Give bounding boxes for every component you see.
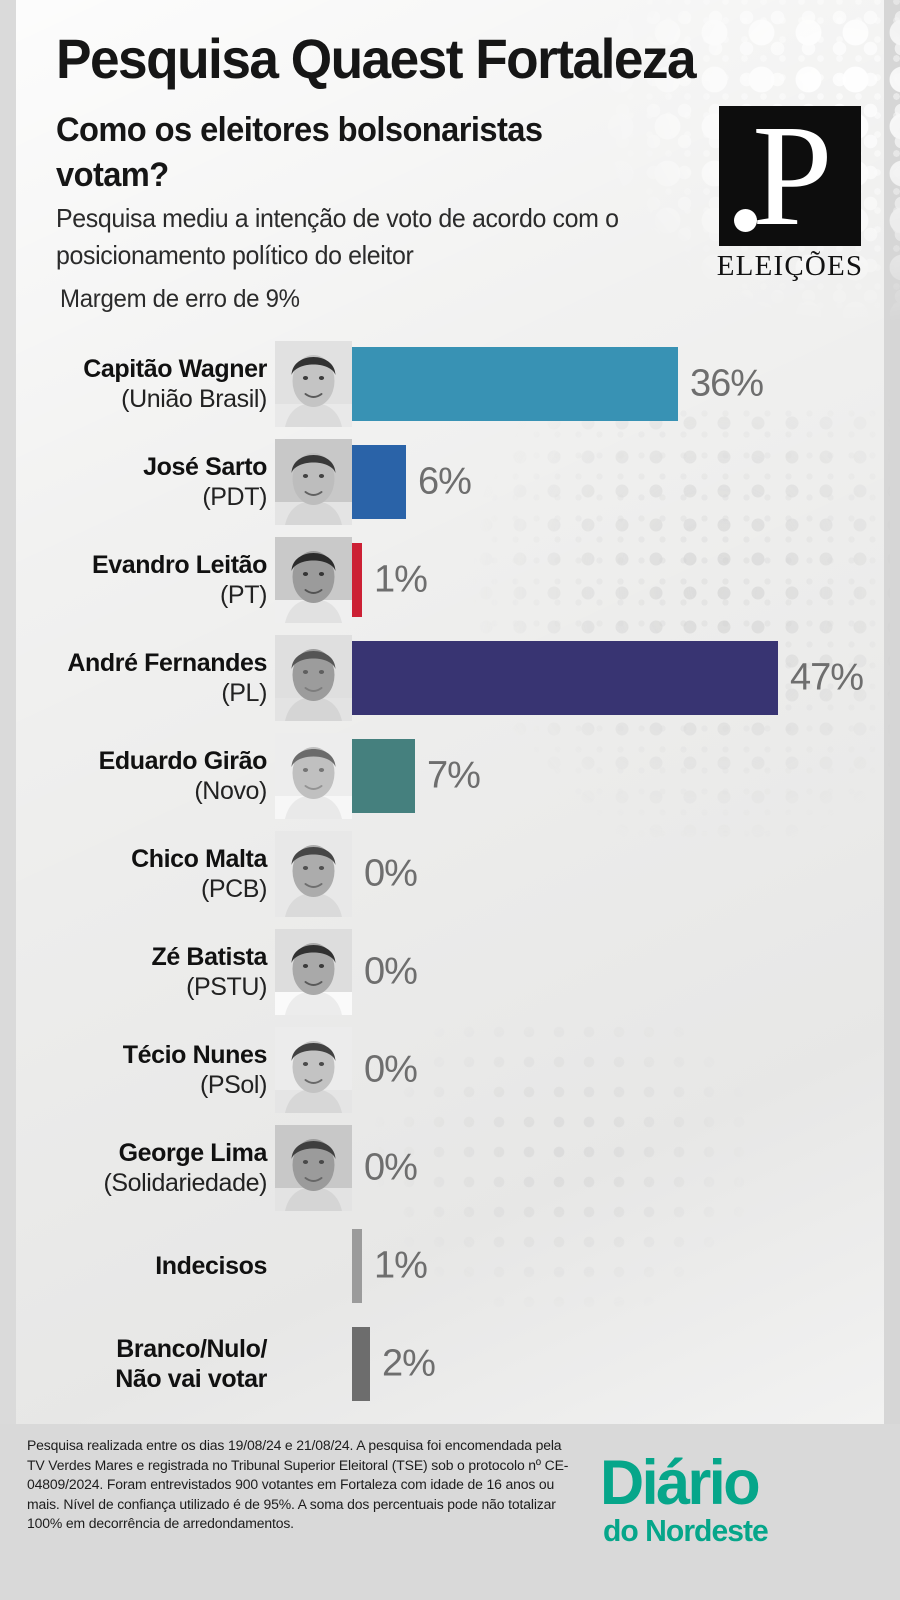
chart-row: José Sarto (PDT) 6% [0,434,900,530]
candidate-party: (PCB) [200,875,267,903]
portrait-capitao-wagner [275,341,352,427]
portrait-tecio-nunes [275,1027,352,1113]
result-bar [352,1229,362,1303]
chart-row-inner: Técio Nunes (PSol) 0% [0,1022,900,1118]
candidate-party: (PL) [221,679,267,707]
result-bar [352,543,362,617]
chart-row-inner: Indecisos 1% [0,1218,900,1314]
chart-row: Zé Batista (PSTU) 0% [0,924,900,1020]
poll-results-chart: Capitão Wagner (União Brasil) 36% José Sart… [0,336,900,1414]
chart-row-inner: José Sarto (PDT) 6% [0,434,900,530]
result-percent: 36% [690,362,764,405]
page-subtitle: Como os eleitores bolsonaristas votam? [56,111,543,194]
candidate-label-block: Eduardo Girão (Novo) [98,746,268,806]
logo-main-word: Diário [600,1448,761,1518]
chart-row: Capitão Wagner (União Brasil) 36% [0,336,900,432]
candidate-name: Evandro Leitão [92,551,267,579]
candidate-label-block: George Lima (Solidariedade) [103,1138,267,1198]
candidate-name: Capitão Wagner [83,355,267,383]
portrait-eduardo-girao [275,733,352,819]
result-percent: 0% [364,1146,418,1189]
chart-row: Eduardo Girão (Novo) 7% [0,728,900,824]
chart-row-inner: Branco/Nulo/Não vai votar 2% [0,1316,900,1412]
result-percent: 47% [790,656,864,699]
logo-sub-word: do Nordeste [603,1513,769,1548]
candidate-name: André Fernandes [67,649,267,677]
result-percent: 2% [382,1342,436,1385]
candidate-label-block: José Sarto (PDT) [143,452,267,512]
candidate-name: George Lima [118,1139,268,1167]
candidate-name: Indecisos [155,1252,267,1280]
chart-row-inner: George Lima (Solidariedade) 0% [0,1120,900,1216]
footer-band [0,1424,900,1600]
page-title: Pesquisa Quaest Fortaleza [56,27,697,90]
chart-row-inner: Chico Malta (PCB) 0% [0,826,900,922]
candidate-party: (PSol) [199,1071,267,1099]
chart-row-inner: Zé Batista (PSTU) 0% [0,924,900,1020]
chart-row: Evandro Leitão (PT) 1% [0,532,900,628]
portrait-jose-sarto [275,439,352,525]
result-bar [352,641,778,715]
brand-p-mark-icon: P [719,96,861,256]
candidate-name: Eduardo Girão [98,747,268,775]
candidate-name: Branco/Nulo/ [116,1335,267,1363]
chart-row: George Lima (Solidariedade) 0% [0,1120,900,1216]
chart-row: André Fernandes (PL) 47% [0,630,900,726]
candidate-party: Não vai votar [115,1365,267,1393]
candidate-label-block: André Fernandes (PL) [67,648,267,708]
methodology-note: Pesquisa realizada entre os dias 19/08/2… [27,1438,569,1532]
portrait-chico-malta [275,831,352,917]
result-percent: 7% [427,754,481,797]
candidate-name: Chico Malta [131,845,267,873]
chart-row-inner: André Fernandes (PL) 47% [0,630,900,726]
candidate-label-block: Chico Malta (PCB) [131,844,267,904]
candidate-name: Zé Batista [151,943,268,971]
margin-of-error-note: Margem de erro de 9% [60,285,300,313]
result-percent: 0% [364,950,418,993]
candidate-party: (União Brasil) [121,385,267,413]
brand-badge-eleicoes: P ELEIÇÕES [714,96,866,283]
portrait-evandro-leitao [275,537,352,623]
brand-dot-icon [734,209,757,232]
page-description: Pesquisa mediu a intenção de voto de aco… [56,203,619,270]
result-percent: 0% [364,1048,418,1091]
candidate-label-block: Técio Nunes (PSol) [122,1040,268,1100]
portrait-george-lima [275,1125,352,1211]
candidate-name: José Sarto [143,453,267,481]
chart-row: Indecisos 1% [0,1218,900,1314]
brand-wordmark: ELEIÇÕES [716,250,864,282]
candidate-party: (Solidariedade) [103,1169,267,1197]
result-bar [352,445,406,519]
chart-row: Branco/Nulo/Não vai votar 2% [0,1316,900,1412]
candidate-label-block: Indecisos [155,1251,267,1281]
candidate-party: (PT) [220,581,267,609]
candidate-label-block: Branco/Nulo/Não vai votar [115,1334,267,1394]
result-percent: 6% [418,460,472,503]
diario-do-nordeste-logo: Diário do Nordeste [600,1452,890,1548]
result-percent: 1% [374,558,428,601]
chart-row: Técio Nunes (PSol) 0% [0,1022,900,1118]
candidate-label-block: Evandro Leitão (PT) [92,550,267,610]
result-bar [352,347,678,421]
candidate-party: (PDT) [202,483,267,511]
candidate-label-block: Capitão Wagner (União Brasil) [83,354,267,414]
candidate-party: (Novo) [194,777,267,805]
chart-row-inner: Capitão Wagner (União Brasil) 36% [0,336,900,432]
candidate-name: Técio Nunes [122,1041,268,1069]
chart-row: Chico Malta (PCB) 0% [0,826,900,922]
result-bar [352,1327,370,1401]
chart-row-inner: Eduardo Girão (Novo) 7% [0,728,900,824]
result-bar [352,739,415,813]
chart-row-inner: Evandro Leitão (PT) 1% [0,532,900,628]
brand-letter: P [752,96,833,256]
portrait-andre-fernandes [275,635,352,721]
candidate-party: (PSTU) [186,973,267,1001]
portrait-ze-batista [275,929,352,1015]
candidate-label-block: Zé Batista (PSTU) [151,942,268,1002]
result-percent: 0% [364,852,418,895]
result-percent: 1% [374,1244,428,1287]
